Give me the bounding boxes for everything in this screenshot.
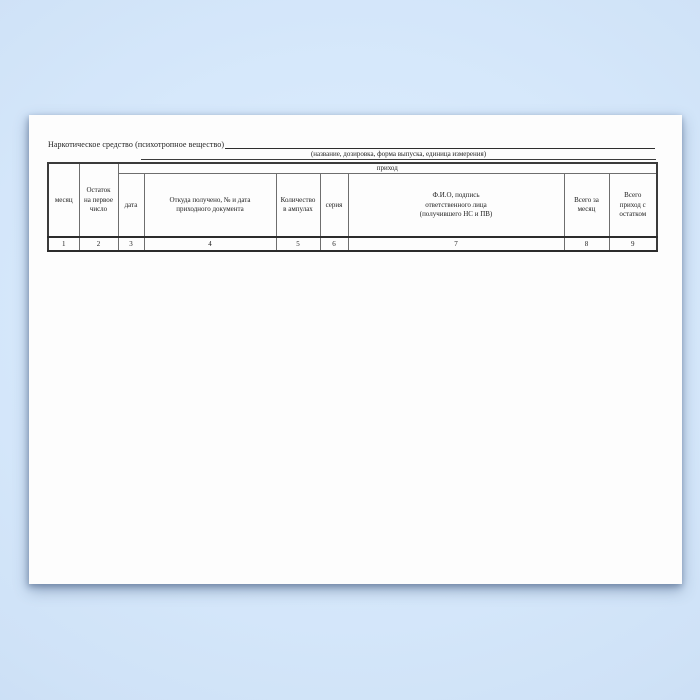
column-number-4: 4 <box>143 236 277 253</box>
form-sheet: Наркотическое средство (психотропное вещ… <box>29 115 682 584</box>
form-title: Наркотическое средство (психотропное вещ… <box>48 140 225 149</box>
header-balance-first-day: Остаток на первое число <box>78 162 119 238</box>
column-number-3: 3 <box>117 236 145 253</box>
header-col-4: Откуда получено, № и дата приходного док… <box>143 173 277 238</box>
header-col-5: Количество в ампулах <box>275 173 321 238</box>
column-number-1: 1 <box>47 236 80 253</box>
form-subtitle: (название, дозировка, форма выпуска, еди… <box>141 150 656 160</box>
header-col-8: Всего за месяц <box>563 173 610 238</box>
register-table-head: месяц Остаток на первое число приход дата О… <box>47 162 658 253</box>
column-number-2: 2 <box>78 236 119 253</box>
register-table: месяц Остаток на первое число приход дата О… <box>47 162 659 253</box>
header-col-9: Всего приход с остатком <box>608 173 658 238</box>
column-number-6: 6 <box>319 236 349 253</box>
header-col-7: Ф.И.О, подпись ответственного лица (полу… <box>347 173 565 238</box>
column-number-7: 7 <box>347 236 565 253</box>
column-number-5: 5 <box>275 236 321 253</box>
column-number-8: 8 <box>563 236 610 253</box>
header-col-6: серия <box>319 173 349 238</box>
column-header-row: дата Откуда получено, № и дата приходного… <box>48 173 658 238</box>
header-group-prihod: приход <box>117 162 658 175</box>
form-title-row: Наркотическое средство (психотропное вещ… <box>48 139 655 149</box>
title-fill-line <box>225 139 655 149</box>
group-header-row: месяц Остаток на первое число приход <box>47 162 658 238</box>
header-month: месяц <box>47 162 80 238</box>
header-col-3: дата <box>117 173 145 238</box>
column-number-9: 9 <box>608 236 658 253</box>
